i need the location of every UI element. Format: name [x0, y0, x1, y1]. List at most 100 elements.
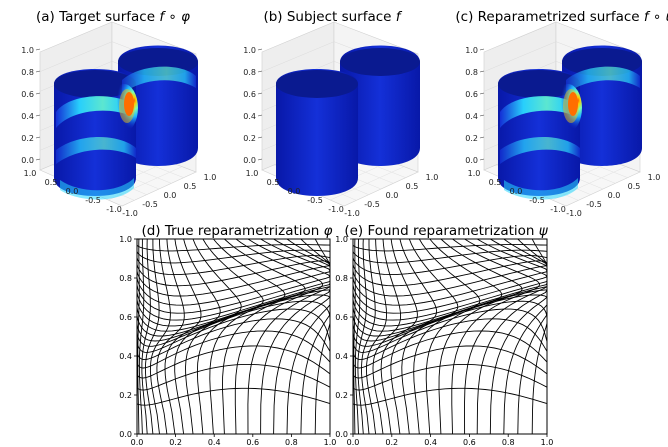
- x-tick-label: 0.5: [267, 178, 280, 187]
- panel-d-true-reparametrization: 0.0 0.2 0.4 0.6 0.8 1.0 0.0 0.2 0.4 0.6 0.8 1.0: [119, 235, 336, 447]
- x-tick-label: -1.0: [550, 205, 566, 214]
- warm-halo: [563, 89, 579, 123]
- x-tick-label: 0.6: [463, 438, 476, 447]
- y-tick-label: -0.5: [142, 200, 158, 209]
- title-d: (d) True reparametrization φ: [141, 223, 332, 239]
- y-tick-label: 0.5: [184, 182, 197, 191]
- y-tick-label: 1.0: [426, 173, 439, 182]
- x-tick-label: 0.2: [169, 438, 182, 447]
- z-tick-mark: [258, 159, 262, 160]
- z-tick-label: 0.6: [243, 90, 256, 99]
- z-tick-mark: [258, 71, 262, 72]
- x-tick-label: 0.0: [347, 438, 360, 447]
- z-tick-label: 0.0: [465, 156, 478, 165]
- y-tick-label: 0.6: [119, 313, 132, 322]
- z-tick-mark: [480, 137, 484, 138]
- z-tick-label: 1.0: [21, 46, 34, 55]
- x-tick-label: 0.8: [285, 438, 298, 447]
- panel-b-subject-surface: 0.00.20.40.60.81.01.00.50.0-0.5-1.0 -1.0-…: [243, 22, 438, 218]
- y-tick-label: -1.0: [566, 209, 582, 218]
- surface-front-rim: [276, 70, 358, 98]
- surface-back-rim: [340, 48, 420, 76]
- x-tick-label: -1.0: [106, 205, 122, 214]
- x-tick-label: 0.0: [288, 187, 301, 196]
- y-tick-label: -1.0: [122, 209, 138, 218]
- x-tick-label: 0.5: [45, 178, 58, 187]
- panel-a-target-surface: 0.00.20.40.60.81.01.00.50.0-0.5-1.0 -1.0-…: [21, 22, 216, 218]
- z-tick-mark: [480, 93, 484, 94]
- y-tick-label: 0.2: [119, 391, 132, 400]
- y-tick-label: 0.0: [335, 430, 348, 439]
- x-tick-label: 0.2: [385, 438, 398, 447]
- z-tick-mark: [36, 115, 40, 116]
- y-tick-label: 0.8: [335, 274, 348, 283]
- y-tick-label: 0.0: [608, 191, 621, 200]
- y-tick-label: 0.2: [335, 391, 348, 400]
- x-tick-label: 0.4: [424, 438, 437, 447]
- y-tick-label: 0.0: [119, 430, 132, 439]
- x-tick-label: 0.0: [510, 187, 523, 196]
- y-tick-label: -0.5: [364, 200, 380, 209]
- x-tick-label: 1.0: [24, 169, 37, 178]
- x-tick-label: -0.5: [85, 196, 101, 205]
- y-tick-label: 0.6: [335, 313, 348, 322]
- y-tick-label: 0.4: [119, 352, 132, 361]
- y-tick-label: 1.0: [648, 173, 661, 182]
- panel-c-reparametrized-surface: 0.00.20.40.60.81.01.00.50.0-0.5-1.0 -1.0-…: [465, 22, 660, 218]
- x-tick-label: 1.0: [246, 169, 259, 178]
- x-tick-label: 0.5: [489, 178, 502, 187]
- title-c: (c) Reparametrized surface f ∘ ψ: [455, 9, 668, 25]
- z-tick-label: 0.0: [21, 156, 34, 165]
- z-tick-label: 0.4: [465, 112, 478, 121]
- x-tick-label: 0.0: [66, 187, 79, 196]
- z-tick-label: 0.6: [465, 90, 478, 99]
- y-tick-label: 1.0: [204, 173, 217, 182]
- z-tick-mark: [480, 159, 484, 160]
- x-tick-label: -0.5: [529, 196, 545, 205]
- x-tick-label: 0.0: [131, 438, 144, 447]
- z-tick-mark: [258, 93, 262, 94]
- y-tick-label: -1.0: [344, 209, 360, 218]
- panel-e-found-reparametrization: 0.0 0.2 0.4 0.6 0.8 1.0 0.0 0.2 0.4 0.6 0.8 1.0: [335, 235, 553, 447]
- z-tick-label: 0.8: [465, 68, 478, 77]
- title-b: (b) Subject surface f: [263, 9, 402, 25]
- z-tick-mark: [36, 93, 40, 94]
- y-tick-label: -0.5: [586, 200, 602, 209]
- z-tick-mark: [480, 115, 484, 116]
- z-tick-mark: [36, 159, 40, 160]
- z-tick-label: 1.0: [465, 46, 478, 55]
- x-tick-label: 0.4: [208, 438, 221, 447]
- x-tick-label: 1.0: [468, 169, 481, 178]
- x-tick-label: -1.0: [328, 205, 344, 214]
- z-tick-label: 0.8: [243, 68, 256, 77]
- z-tick-label: 0.4: [21, 112, 34, 121]
- z-tick-mark: [480, 71, 484, 72]
- y-tick-label: 0.5: [406, 182, 419, 191]
- plot-frame: [137, 239, 330, 434]
- z-tick-label: 0.2: [21, 134, 34, 143]
- y-tick-label: 1.0: [119, 235, 132, 244]
- z-tick-mark: [36, 137, 40, 138]
- z-tick-mark: [258, 137, 262, 138]
- x-tick-label: -0.5: [307, 196, 323, 205]
- y-tick-label: 0.0: [386, 191, 399, 200]
- x-tick-label: 0.8: [502, 438, 515, 447]
- x-tick-label: 1.0: [324, 438, 337, 447]
- x-tick-label: 1.0: [541, 438, 554, 447]
- z-tick-mark: [480, 49, 484, 50]
- warm-halo: [119, 89, 135, 123]
- title-a: (a) Target surface f ∘ φ: [36, 9, 190, 25]
- y-tick-label: 0.4: [335, 352, 348, 361]
- plot-frame: [353, 239, 547, 434]
- z-tick-label: 0.6: [21, 90, 34, 99]
- z-tick-mark: [258, 49, 262, 50]
- x-tick-label: 0.6: [246, 438, 259, 447]
- z-tick-label: 0.4: [243, 112, 256, 121]
- z-tick-label: 1.0: [243, 46, 256, 55]
- z-tick-label: 0.2: [465, 134, 478, 143]
- z-tick-mark: [36, 49, 40, 50]
- z-tick-mark: [36, 71, 40, 72]
- z-tick-mark: [258, 115, 262, 116]
- y-tick-label: 0.8: [119, 274, 132, 283]
